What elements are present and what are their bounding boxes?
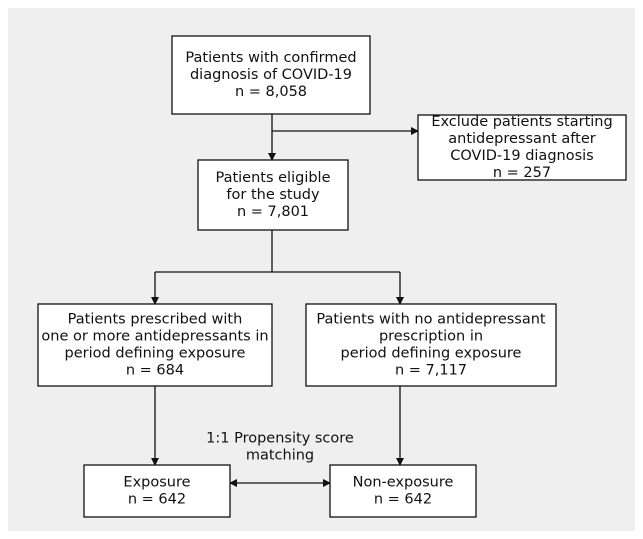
node-text: Non-exposure bbox=[353, 475, 454, 491]
node-text: n = 8,058 bbox=[235, 84, 307, 100]
node-box bbox=[417, 114, 627, 181]
node-box bbox=[305, 303, 557, 387]
node-box bbox=[197, 159, 349, 231]
node-text: COVID-19 diagnosis bbox=[450, 148, 593, 164]
node-text: prescription in bbox=[379, 329, 483, 345]
node-text: matching bbox=[246, 448, 314, 464]
node-text: antidepressant after bbox=[448, 131, 596, 147]
node-text: period defining exposure bbox=[65, 346, 246, 362]
node-text: Patients prescribed with bbox=[68, 312, 243, 328]
node-text: n = 642 bbox=[128, 492, 186, 508]
node-text: Patients with confirmed bbox=[185, 50, 356, 66]
node-text: n = 7,117 bbox=[395, 363, 467, 379]
node-text: diagnosis of COVID-19 bbox=[190, 67, 352, 83]
connectors bbox=[151, 114, 419, 487]
node-box bbox=[37, 303, 273, 387]
node-text: Exposure bbox=[123, 475, 190, 491]
node-text: n = 684 bbox=[126, 363, 184, 379]
node-text: Exclude patients starting bbox=[431, 114, 612, 130]
node-text: period defining exposure bbox=[341, 346, 522, 362]
node-text: Patients with no antidepressant bbox=[316, 312, 546, 328]
node-box bbox=[329, 464, 477, 518]
node-text: n = 642 bbox=[374, 492, 432, 508]
node-box bbox=[171, 35, 371, 115]
node-box bbox=[83, 464, 231, 518]
node-text: Patients eligible bbox=[215, 170, 330, 186]
node: Exclude patients startingantidepressant … bbox=[417, 114, 627, 181]
node-text: one or more antidepressants in bbox=[41, 329, 268, 345]
node: Patients with no antidepressantprescript… bbox=[305, 303, 557, 387]
node-text: for the study bbox=[226, 187, 320, 203]
node-text: n = 257 bbox=[493, 165, 551, 181]
node-text: 1:1 Propensity score bbox=[206, 431, 354, 447]
node-text: n = 7,801 bbox=[237, 204, 309, 220]
